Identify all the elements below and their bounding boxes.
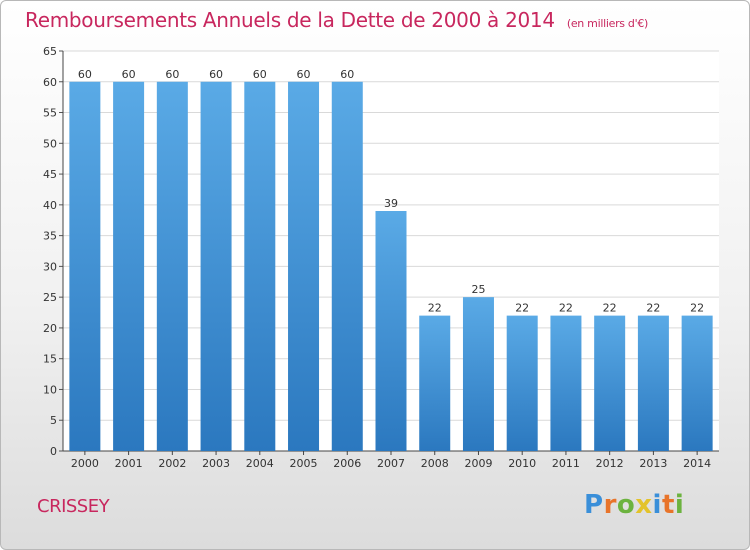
bar [331, 81, 363, 452]
data-label: 25 [471, 283, 485, 296]
logo-letter: r [603, 490, 617, 520]
y-tick-label: 15 [43, 353, 57, 366]
logo-letter: i [674, 490, 685, 520]
data-label: 60 [253, 68, 267, 81]
bar [594, 315, 626, 451]
bar [506, 315, 538, 451]
x-tick-label: 2009 [464, 457, 492, 470]
y-tick-label: 0 [50, 445, 57, 458]
x-tick-label: 2000 [71, 457, 99, 470]
data-label: 60 [297, 68, 311, 81]
y-tick-label: 65 [43, 45, 57, 58]
data-label: 22 [515, 302, 529, 315]
y-tick-label: 45 [43, 168, 57, 181]
bar [69, 81, 101, 452]
x-tick-label: 2010 [508, 457, 536, 470]
bar [288, 81, 320, 452]
bar [200, 81, 232, 452]
logo-letter: i [652, 490, 662, 520]
y-tick-label: 50 [43, 137, 57, 150]
data-label: 22 [646, 302, 660, 315]
x-tick-label: 2013 [639, 457, 667, 470]
y-tick-label: 60 [43, 76, 57, 89]
x-tick-label: 2006 [333, 457, 361, 470]
x-tick-label: 2014 [683, 457, 711, 470]
y-tick-label: 20 [43, 322, 57, 335]
x-tick-label: 2005 [290, 457, 318, 470]
x-tick-label: 2002 [158, 457, 186, 470]
bar [113, 81, 145, 452]
chart-title: Remboursements Annuels de la Dette de 20… [25, 8, 648, 32]
y-tick-label: 55 [43, 107, 57, 120]
x-tick-label: 2012 [596, 457, 624, 470]
x-tick-label: 2007 [377, 457, 405, 470]
commune-name: CRISSEY [37, 496, 110, 517]
logo-letter: P [584, 490, 604, 520]
y-tick-label: 5 [50, 414, 57, 427]
chart-unit: (en milliers d'€) [566, 17, 649, 30]
x-tick-label: 2011 [552, 457, 580, 470]
x-tick-label: 2004 [246, 457, 274, 470]
data-label: 22 [428, 302, 442, 315]
data-label: 22 [559, 302, 573, 315]
bar [244, 81, 276, 452]
y-tick-label: 10 [43, 383, 57, 396]
logo-letter: o [616, 490, 636, 520]
chart-title-text: Remboursements Annuels de la Dette de 20… [25, 8, 555, 32]
bar [419, 315, 451, 451]
y-tick-label: 25 [43, 291, 57, 304]
y-tick-label: 30 [43, 260, 57, 273]
logo-letter: t [661, 490, 675, 520]
data-label: 22 [690, 302, 704, 315]
data-label: 60 [78, 68, 92, 81]
bar [637, 315, 669, 451]
data-label: 60 [165, 68, 179, 81]
bar [375, 211, 407, 451]
proxiti-logo: Proxiti [584, 490, 684, 520]
x-tick-label: 2008 [421, 457, 449, 470]
bar [681, 315, 713, 451]
bar [550, 315, 582, 451]
data-label: 60 [122, 68, 136, 81]
bar [156, 81, 188, 452]
data-label: 60 [340, 68, 354, 81]
bar [462, 297, 494, 451]
y-tick-label: 40 [43, 199, 57, 212]
logo-letter: x [635, 490, 653, 520]
x-tick-label: 2001 [115, 457, 143, 470]
data-label: 60 [209, 68, 223, 81]
data-label: 22 [603, 302, 617, 315]
y-tick-label: 35 [43, 230, 57, 243]
x-tick-label: 2003 [202, 457, 230, 470]
data-label: 39 [384, 197, 398, 210]
